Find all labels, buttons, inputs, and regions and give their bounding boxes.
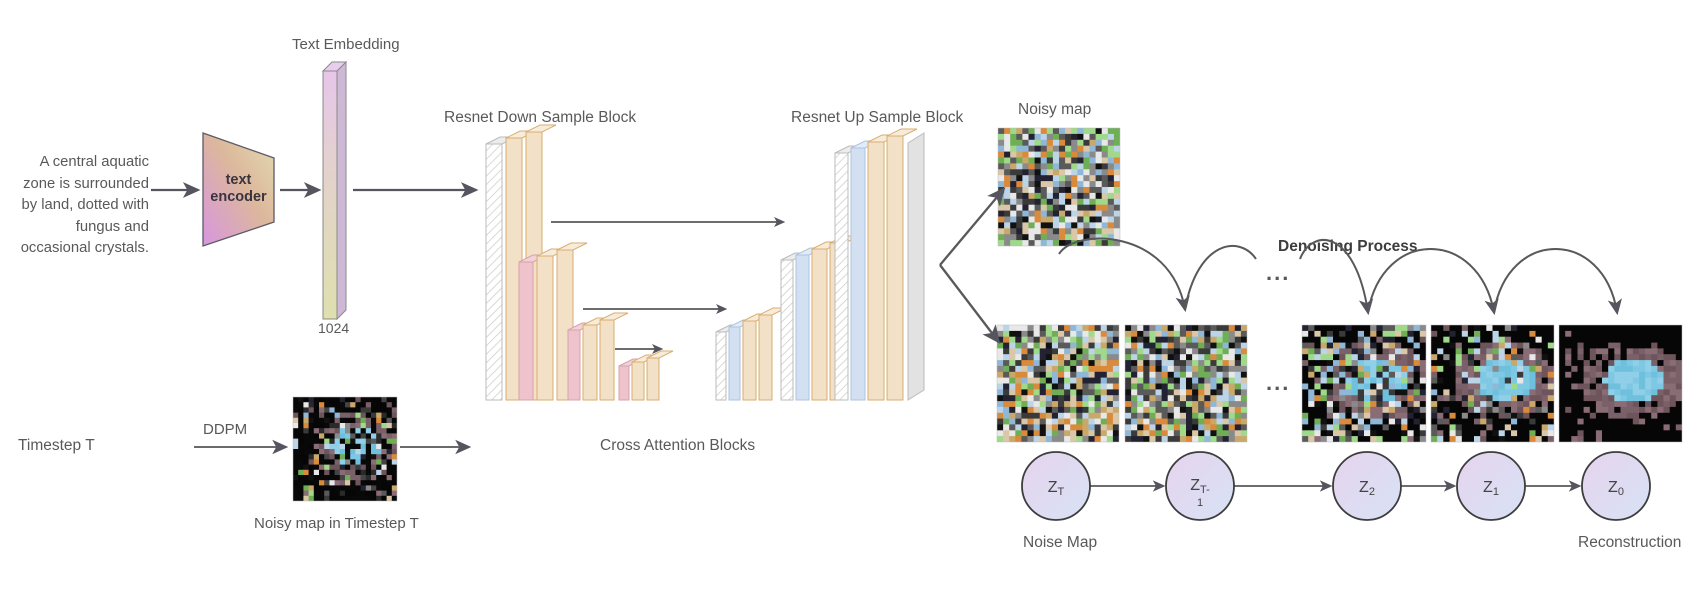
svg-text:ZT: ZT bbox=[1048, 479, 1065, 498]
svg-text:...: ... bbox=[1266, 260, 1290, 285]
svg-text:Z1: Z1 bbox=[1483, 479, 1499, 498]
svg-text:...: ... bbox=[1266, 370, 1290, 395]
svg-text:ZT-1: ZT-1 bbox=[1190, 477, 1210, 509]
svg-text:Z0: Z0 bbox=[1608, 479, 1624, 498]
svg-text:Z2: Z2 bbox=[1359, 479, 1375, 498]
